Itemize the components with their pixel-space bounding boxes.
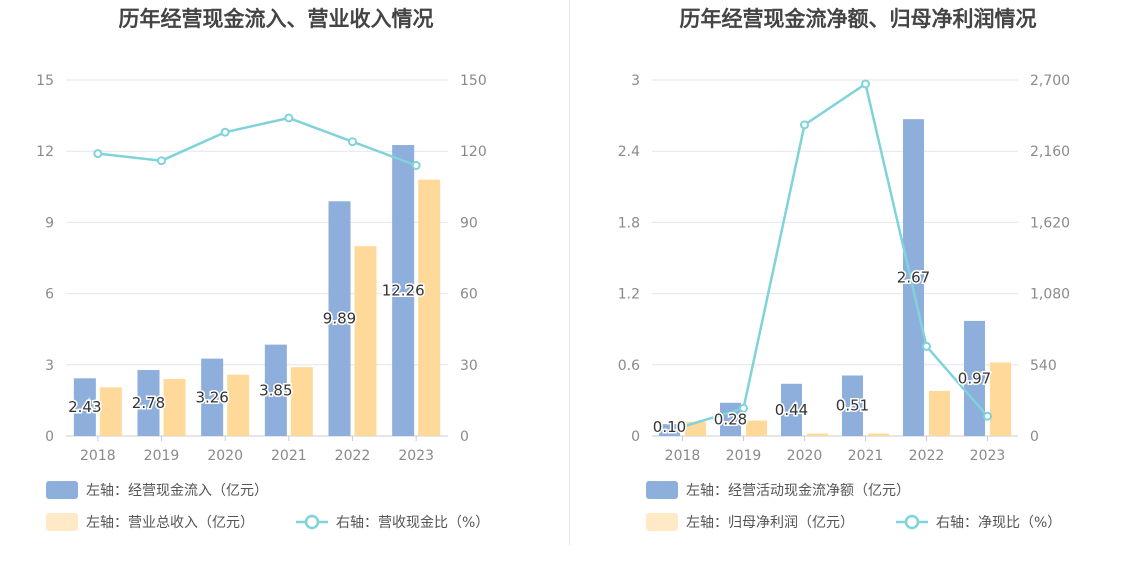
y-left-tick-label: 9	[45, 215, 54, 231]
x-tick-label: 2021	[271, 448, 307, 464]
y-left-tick-label: 0.6	[618, 358, 640, 374]
bar-secondary	[227, 374, 250, 436]
legend-swatch-line-marker	[904, 514, 920, 530]
bar-secondary	[99, 387, 122, 436]
bar-secondary	[418, 179, 441, 436]
bar-data-label: 3.26	[195, 388, 228, 406]
line-series	[97, 116, 417, 167]
y-left-tick-label: 15	[36, 73, 54, 89]
x-tick-label: 2023	[970, 448, 1006, 464]
x-tick-label: 2023	[398, 448, 434, 464]
legend-label: 左轴：归母净利润（亿元）	[686, 514, 854, 531]
line-point	[739, 403, 748, 413]
legend-label: 左轴：经营现金流入（亿元）	[86, 483, 268, 499]
x-tick-label: 2021	[848, 448, 884, 464]
chart-title: 历年经营现金流净额、归母净利润情况	[680, 7, 1037, 31]
y-left-tick-label: 6	[45, 287, 54, 303]
bar-secondary	[990, 362, 1011, 436]
panel-divider	[569, 0, 570, 545]
y-right-tick-label: 60	[460, 287, 478, 303]
legend-swatch-primary	[46, 481, 78, 499]
x-tick-label: 2020	[207, 448, 243, 464]
bar-data-label: 0.51	[836, 397, 869, 415]
bar-primary	[201, 358, 224, 436]
x-tick-label: 2022	[909, 448, 945, 464]
bar-data-label: 0.10	[653, 418, 686, 436]
x-tick-label: 2019	[144, 448, 180, 464]
bar-data-label: 0.97	[958, 369, 991, 387]
bar-secondary	[163, 379, 186, 436]
bar-data-label: 2.43	[68, 398, 101, 416]
y-left-tick-label: 3	[631, 73, 640, 89]
bar-primary	[137, 370, 160, 436]
y-right-tick-label: 150	[460, 73, 487, 89]
legend-swatch-line-marker	[304, 514, 320, 530]
bar-data-label: 2.78	[132, 394, 165, 412]
line-point	[861, 79, 870, 89]
bar-secondary	[290, 367, 313, 436]
bar-secondary	[354, 246, 377, 436]
chart-title: 历年经营现金流入、营业收入情况	[119, 7, 434, 31]
y-left-tick-label: 2.4	[618, 144, 640, 160]
x-tick-label: 2020	[787, 448, 823, 464]
x-tick-label: 2019	[726, 448, 762, 464]
y-left-tick-label: 12	[36, 144, 54, 160]
legend-label: 右轴：净现比（%）	[936, 515, 1061, 531]
line-point	[411, 160, 421, 170]
y-left-tick-label: 0	[631, 429, 640, 445]
bar-data-label: 0.28	[714, 410, 747, 428]
bar-data-label: 3.85	[259, 381, 292, 399]
bar-primary	[903, 119, 924, 436]
legend-label: 左轴：经营活动现金流净额（亿元）	[686, 483, 910, 499]
y-right-tick-label: 1,620	[1030, 215, 1070, 231]
y-right-tick-label: 2,700	[1030, 73, 1070, 89]
bar-secondary	[746, 420, 767, 436]
x-tick-label: 2022	[335, 448, 371, 464]
line-point	[678, 422, 687, 432]
bar-primary	[73, 378, 96, 436]
legend-swatch-primary	[646, 481, 678, 499]
y-left-tick-label: 3	[45, 358, 54, 374]
legend-swatch-secondary	[646, 513, 678, 531]
y-right-tick-label: 2,160	[1030, 144, 1070, 160]
line-point	[93, 149, 103, 159]
line-series	[682, 81, 989, 428]
y-left-tick-label: 1.2	[618, 287, 640, 303]
bar-primary	[328, 201, 351, 436]
bar-data-label: 9.89	[323, 310, 356, 328]
bar-primary	[842, 375, 863, 436]
line-point	[220, 127, 230, 137]
y-right-tick-label: 0	[460, 429, 469, 445]
y-left-tick-label: 1.8	[618, 215, 640, 231]
bar-data-label: 0.44	[775, 401, 808, 419]
x-tick-label: 2018	[665, 448, 701, 464]
y-right-tick-label: 120	[460, 144, 487, 160]
bar-primary	[264, 344, 287, 436]
legend-label: 右轴：营收现金比（%）	[336, 515, 489, 531]
line-point	[983, 411, 992, 421]
bar-data-label: 2.67	[897, 269, 930, 287]
y-right-tick-label: 30	[460, 358, 478, 374]
bar-secondary	[868, 433, 889, 436]
line-point	[157, 156, 166, 166]
y-right-tick-label: 540	[1030, 358, 1057, 374]
line-point	[348, 137, 357, 147]
bar-primary	[659, 424, 680, 436]
legend-label: 左轴：营业总收入（亿元）	[86, 515, 254, 531]
y-right-tick-label: 90	[460, 215, 478, 231]
line-point	[284, 113, 294, 123]
line-point	[800, 120, 809, 130]
y-right-tick-label: 0	[1030, 429, 1039, 445]
bar-primary	[781, 383, 802, 436]
bar-data-label: 12.26	[382, 282, 425, 300]
x-tick-label: 2018	[80, 448, 116, 464]
bar-secondary	[807, 433, 828, 436]
bar-primary	[392, 145, 415, 436]
line-point	[922, 341, 931, 351]
y-left-tick-label: 0	[45, 429, 54, 445]
legend-swatch-secondary	[46, 513, 78, 531]
y-right-tick-label: 1,080	[1030, 287, 1070, 303]
bar-secondary	[929, 390, 950, 436]
